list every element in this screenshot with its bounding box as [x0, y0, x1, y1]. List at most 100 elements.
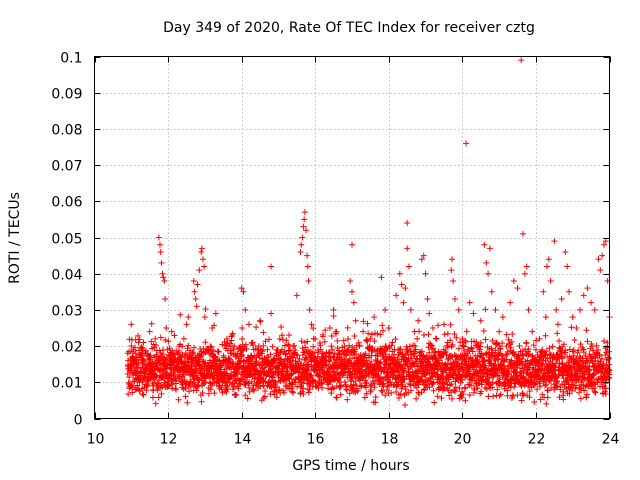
- data-point: [276, 386, 283, 393]
- data-point: [431, 399, 438, 406]
- data-point: [399, 350, 406, 357]
- data-point: [257, 317, 264, 324]
- data-point: [158, 259, 165, 266]
- data-point: [463, 140, 470, 147]
- data-point: [533, 337, 540, 344]
- data-point: [569, 314, 576, 321]
- data-point: [605, 375, 612, 382]
- data-point: [566, 288, 573, 295]
- data-point: [210, 375, 217, 382]
- data-point: [233, 391, 240, 398]
- data-point: [392, 336, 399, 343]
- data-point: [268, 310, 275, 317]
- data-point: [509, 331, 516, 338]
- data-point: [554, 330, 561, 337]
- data-point: [136, 336, 143, 343]
- data-point: [534, 386, 541, 393]
- data-point: [406, 263, 413, 270]
- data-point: [362, 384, 369, 391]
- data-point: [152, 342, 159, 349]
- data-point: [411, 342, 418, 349]
- data-point: [407, 381, 414, 388]
- data-point: [577, 395, 584, 402]
- data-point: [426, 310, 433, 317]
- data-point: [317, 346, 324, 353]
- data-point: [577, 306, 584, 313]
- data-point: [286, 361, 293, 368]
- data-point: [444, 330, 451, 337]
- data-point: [342, 352, 349, 359]
- data-point: [391, 372, 398, 379]
- data-point: [360, 328, 367, 335]
- data-point: [261, 364, 268, 371]
- data-point: [243, 346, 250, 353]
- data-point: [554, 383, 561, 390]
- data-point: [173, 386, 180, 393]
- data-point: [185, 342, 192, 349]
- data-point: [413, 395, 420, 402]
- data-point: [162, 365, 169, 372]
- data-point: [171, 351, 178, 358]
- data-point: [272, 384, 279, 391]
- data-point: [379, 388, 386, 395]
- data-point: [595, 256, 602, 263]
- data-point: [602, 380, 609, 387]
- data-point: [510, 348, 517, 355]
- data-point: [207, 386, 214, 393]
- data-point: [530, 342, 537, 349]
- data-point: [478, 388, 485, 395]
- data-point: [428, 342, 435, 349]
- data-point: [466, 299, 473, 306]
- data-point: [446, 392, 453, 399]
- data-point: [549, 343, 556, 350]
- data-point: [282, 350, 289, 357]
- data-point: [482, 362, 489, 369]
- data-point: [184, 399, 191, 406]
- data-point: [246, 384, 253, 391]
- data-point: [198, 248, 205, 255]
- data-point: [190, 277, 197, 284]
- data-point: [368, 352, 375, 359]
- data-point: [382, 306, 389, 313]
- data-point: [551, 238, 558, 245]
- data-point: [233, 370, 240, 377]
- data-point: [290, 389, 297, 396]
- data-point: [157, 350, 164, 356]
- data-point: [379, 322, 386, 329]
- data-point: [543, 263, 550, 270]
- data-point: [538, 361, 545, 368]
- data-point: [281, 389, 288, 396]
- data-point: [447, 321, 454, 328]
- data-point: [455, 306, 462, 313]
- data-point: [469, 348, 476, 355]
- data-point: [605, 361, 612, 368]
- data-point: [139, 391, 146, 398]
- data-point: [301, 209, 308, 216]
- data-point: [190, 344, 197, 351]
- data-point: [200, 256, 207, 263]
- data-point: [559, 355, 566, 362]
- data-point: [547, 277, 554, 284]
- data-point: [333, 328, 340, 335]
- data-point: [148, 320, 155, 327]
- data-point: [330, 313, 337, 320]
- data-point: [344, 396, 351, 403]
- data-point: [508, 338, 515, 345]
- data-point: [202, 306, 209, 313]
- data-point: [202, 359, 209, 366]
- y-tick-label: 0.09: [51, 87, 82, 103]
- data-point: [437, 363, 444, 370]
- data-point: [370, 377, 377, 384]
- data-point: [234, 370, 241, 377]
- data-point: [556, 338, 563, 345]
- data-point: [177, 311, 184, 318]
- y-tick-label: 0.05: [51, 232, 82, 248]
- data-point: [590, 347, 597, 354]
- data-point: [567, 384, 574, 391]
- data-point: [526, 388, 533, 395]
- data-point: [143, 383, 150, 390]
- data-point: [422, 270, 429, 277]
- data-point: [276, 336, 283, 343]
- data-point: [367, 335, 374, 342]
